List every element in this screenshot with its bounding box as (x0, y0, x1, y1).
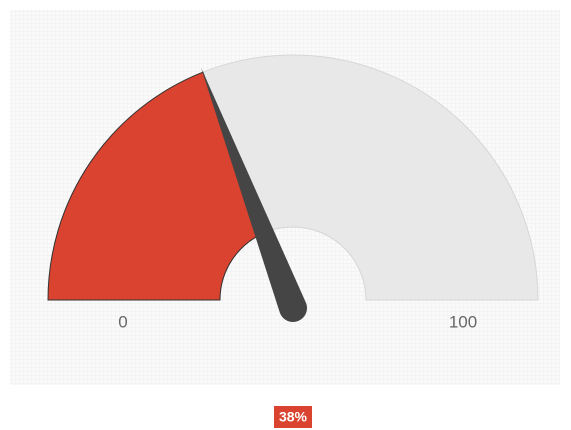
value-label-text: 38% (279, 409, 308, 425)
value-label: 38% (274, 406, 312, 428)
gauge-value (47, 71, 267, 301)
tick-label: 0 (118, 312, 127, 331)
value-label-box (274, 406, 312, 428)
gauge-needle (200, 67, 308, 323)
tick-label: 100 (449, 312, 477, 331)
